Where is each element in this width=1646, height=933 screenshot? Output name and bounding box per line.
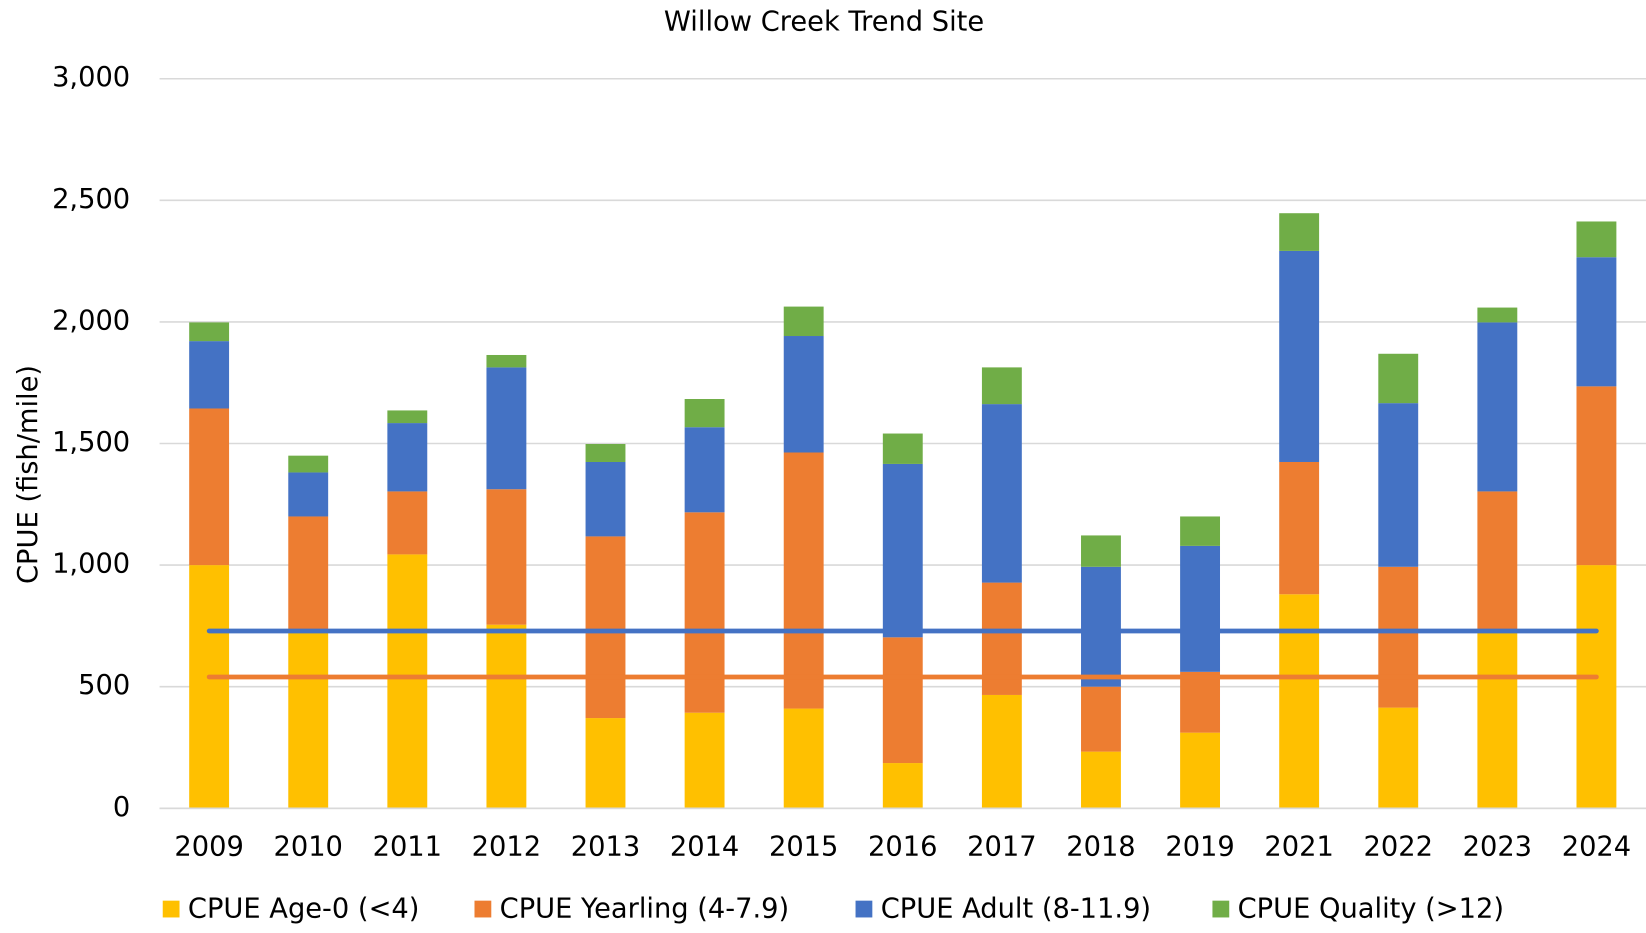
bar-segment [1378,403,1419,567]
bar-segment [981,404,1022,583]
bar-segment [1576,221,1617,258]
y-tick-label: 3,000 [52,62,130,93]
bar-segment [1576,565,1617,809]
bar-segment [1081,686,1121,752]
y-tick-label: 0 [113,792,130,823]
bar-segment [387,491,428,555]
bar-segment [1477,307,1518,323]
bar-segment [882,463,923,638]
x-tick-label: 2018 [1066,832,1135,863]
bar-segment [1378,566,1419,708]
x-tick-label: 2012 [472,832,541,863]
bar-segment [585,443,626,462]
bar-segment [486,367,527,490]
bar-segment [288,455,329,473]
legend-swatch [474,900,492,918]
legend-label: CPUE Age-0 (<4) [188,894,420,925]
y-tick-label: 2,500 [52,184,130,215]
x-tick-label: 2015 [769,832,838,863]
bar-segment [882,637,923,764]
bar-segment [1081,566,1121,687]
bar-segment [684,512,725,713]
bar-segment [1279,594,1320,809]
legend-label: CPUE Quality (>12) [1238,894,1504,925]
x-tick-label: 2013 [571,832,640,863]
x-tick-label: 2010 [273,832,342,863]
x-tick-label: 2024 [1562,832,1631,863]
bar-segment [1180,516,1221,546]
bar-segment [486,624,527,809]
legend-label: CPUE Yearling (4-7.9) [500,894,789,925]
x-tick-label: 2019 [1165,832,1234,863]
bar-segment [585,718,626,809]
bar-segment [684,712,725,809]
bar-segment [1576,386,1617,566]
legend-swatch [855,900,873,918]
legend-swatch [162,900,180,918]
bar-segment [1180,732,1221,809]
bar-segment [1081,751,1121,809]
bar-segment [486,489,527,625]
bar-segment [585,461,626,537]
bar-segment [288,516,329,631]
legend-swatch [1212,900,1230,918]
bar-segment [387,423,428,492]
y-axis-label: CPUE (fish/mile) [13,365,44,584]
x-tick-label: 2017 [967,832,1036,863]
bar-segment [783,708,824,809]
x-tick-label: 2023 [1463,832,1532,863]
bar-segment [1081,535,1121,567]
bar-segment [783,306,824,337]
x-tick-label: 2016 [868,832,937,863]
bar-segment [189,322,230,342]
x-tick-label: 2021 [1264,832,1333,863]
bar-segment [1180,671,1221,733]
bar-segment [882,433,923,464]
bar-segment [981,694,1022,809]
bar-segment [1279,250,1320,462]
bar-segment [684,427,725,513]
bar-segment [783,452,824,709]
bar-segment [1477,491,1518,631]
bar-segment [1378,353,1419,404]
bar-segment [387,554,428,809]
bar-segment [1576,257,1617,387]
y-tick-label: 2,000 [52,305,130,336]
bar-segment [387,410,428,424]
bar-segment [684,399,725,428]
bar-segment [1279,461,1320,595]
bar-segment [1378,707,1419,809]
legend-label: CPUE Adult (8-11.9) [881,894,1151,925]
bar-segment [882,763,923,809]
bar-segment [189,341,230,409]
x-tick-label: 2014 [670,832,739,863]
chart-title: Willow Creek Trend Site [664,7,984,38]
bar-segment [1477,322,1518,492]
bar-segment [1477,630,1518,809]
x-tick-label: 2022 [1364,832,1433,863]
x-tick-label: 2009 [174,832,243,863]
bar-segment [1279,213,1320,251]
x-tick-label: 2011 [373,832,442,863]
bar-segment [486,354,527,368]
bar-segment [981,367,1022,405]
bar-segment [783,336,824,453]
bar-segment [288,472,329,517]
y-tick-label: 1,000 [52,549,130,580]
bar-segment [189,408,230,566]
bar-segment [585,536,626,719]
y-tick-label: 500 [78,670,130,701]
bar-segment [288,630,329,809]
bar-segment [189,565,230,809]
y-tick-label: 1,500 [52,427,130,458]
bar-segment [1180,545,1221,672]
